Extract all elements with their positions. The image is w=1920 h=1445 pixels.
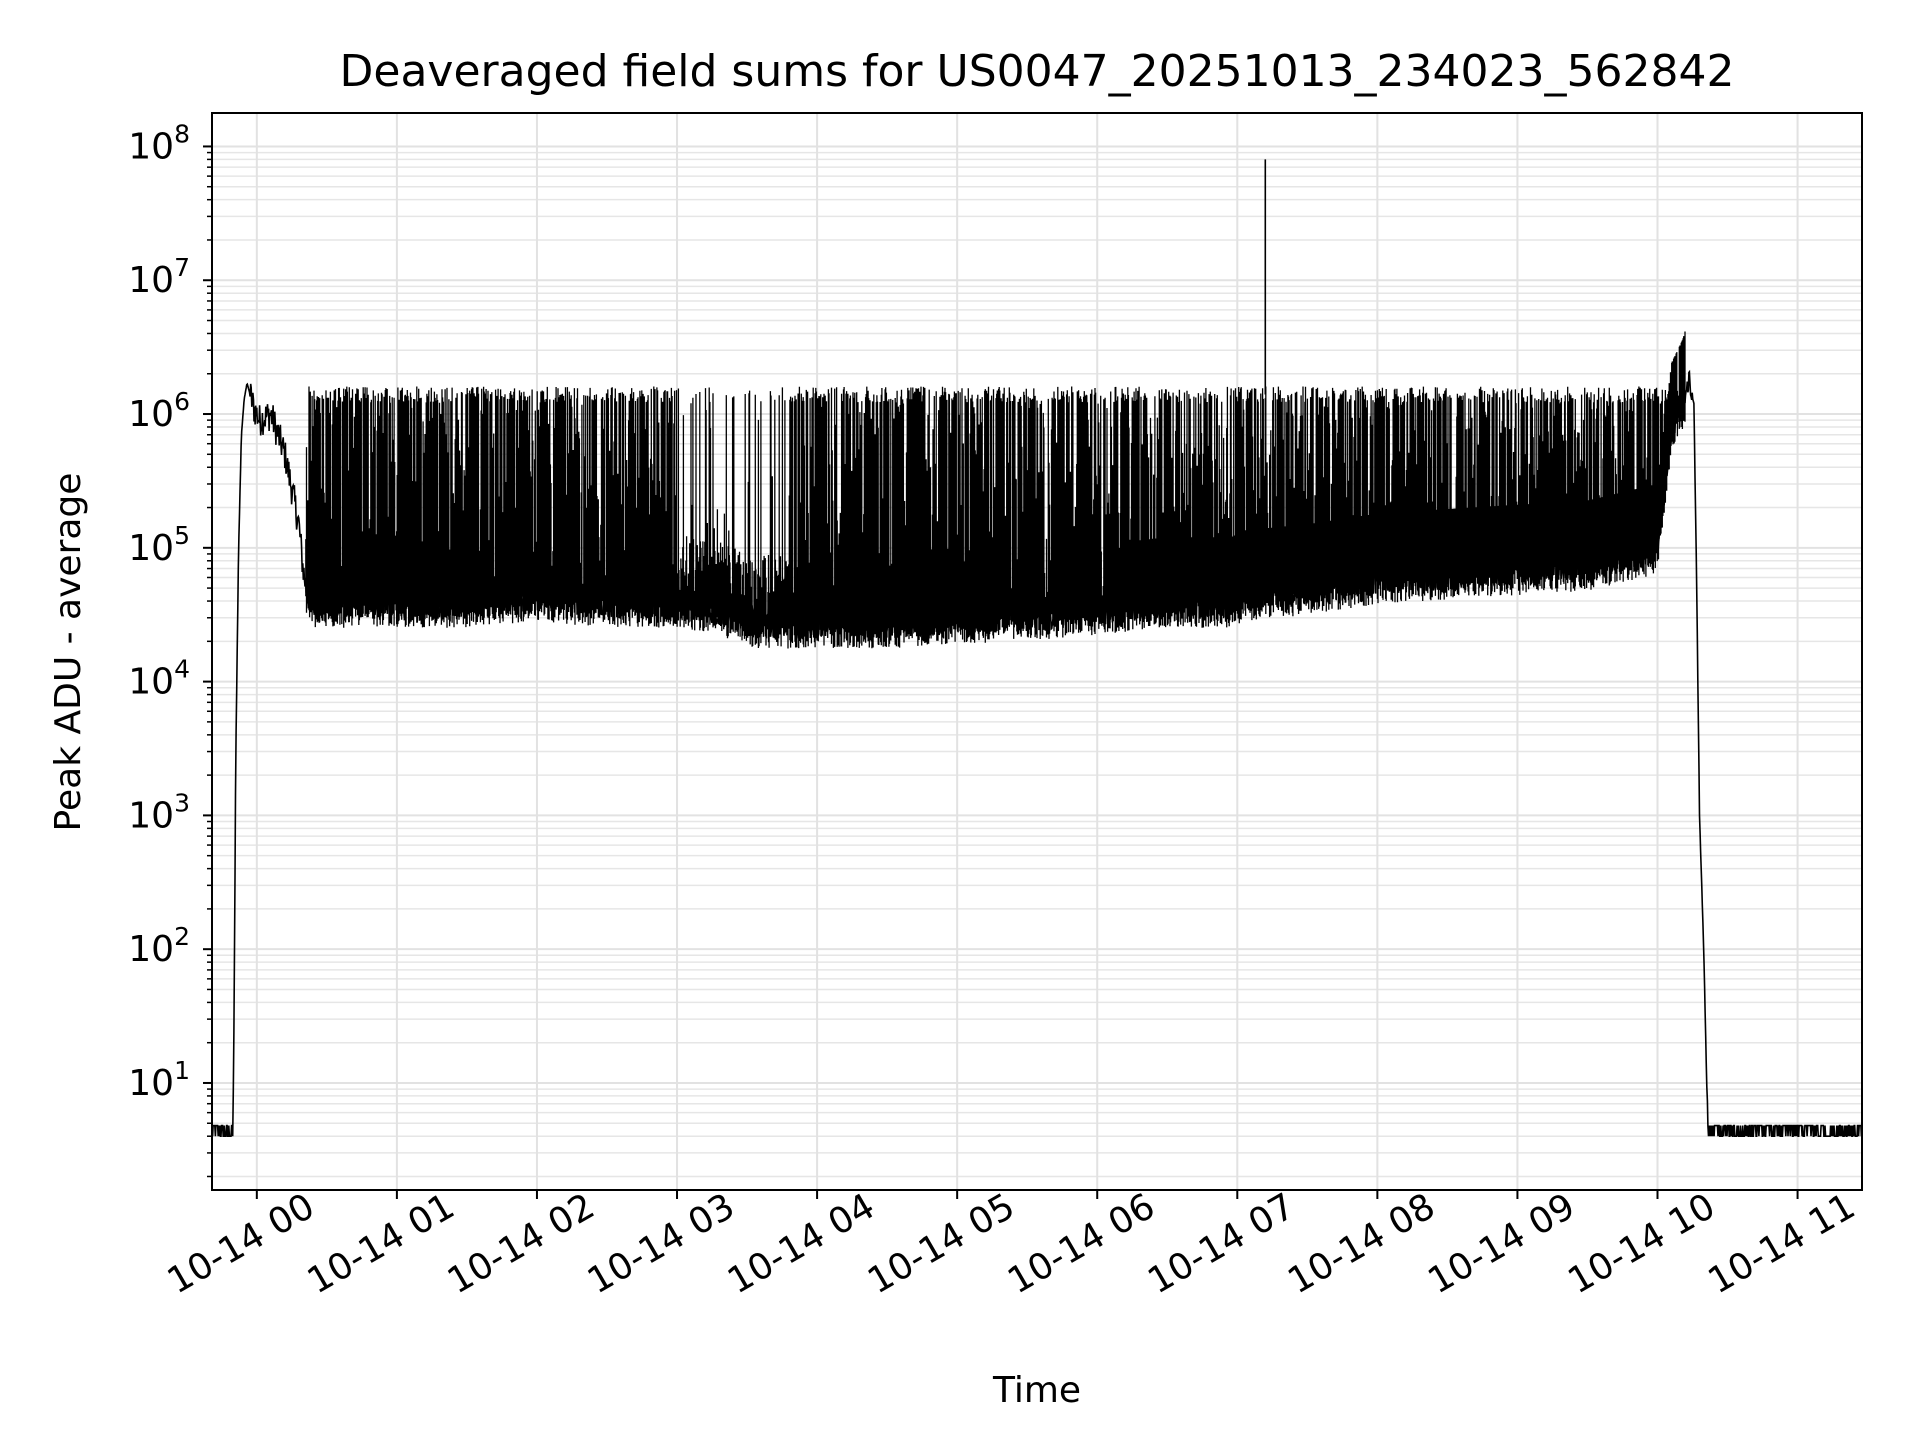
y-tick-label-exponent: 5 — [174, 521, 190, 550]
plot-frame — [211, 112, 1863, 1191]
y-tick-label-base: 10 — [128, 260, 174, 301]
y-tick-label: 104 — [128, 655, 190, 703]
x-axis-label: Time — [992, 1370, 1081, 1411]
series-fluctuations — [305, 331, 1686, 649]
y-tick-label-exponent: 7 — [174, 253, 190, 282]
y-tick-label: 102 — [128, 922, 190, 970]
y-tick-label: 108 — [128, 119, 190, 167]
chart-title: Deaveraged field sums for US0047_2025101… — [340, 46, 1735, 97]
grid-layer — [212, 113, 1862, 1190]
y-tick-label-base: 10 — [128, 929, 174, 970]
y-tick-label-exponent: 1 — [174, 1056, 190, 1085]
y-tick-label-exponent: 4 — [174, 655, 190, 684]
data-layer — [211, 159, 1863, 1137]
y-tick-label: 106 — [128, 387, 190, 435]
y-tick-label-exponent: 3 — [174, 788, 190, 817]
y-tick-label-base: 10 — [128, 394, 174, 435]
y-tick-label: 103 — [128, 788, 190, 836]
y-tick-label: 101 — [128, 1056, 190, 1104]
y-tick-label-base: 10 — [128, 528, 174, 569]
y-tick-label-base: 10 — [128, 1063, 174, 1104]
y-tick-label-exponent: 8 — [174, 119, 190, 148]
y-tick-label-base: 10 — [128, 126, 174, 167]
y-axis-label: Peak ADU - average — [48, 473, 89, 832]
y-tick-label-base: 10 — [128, 662, 174, 703]
y-tick-label-exponent: 2 — [174, 922, 190, 951]
y-tick-label: 107 — [128, 253, 190, 301]
y-tick-label: 105 — [128, 521, 190, 569]
y-tick-label-exponent: 6 — [174, 387, 190, 416]
y-tick-label-base: 10 — [128, 795, 174, 836]
